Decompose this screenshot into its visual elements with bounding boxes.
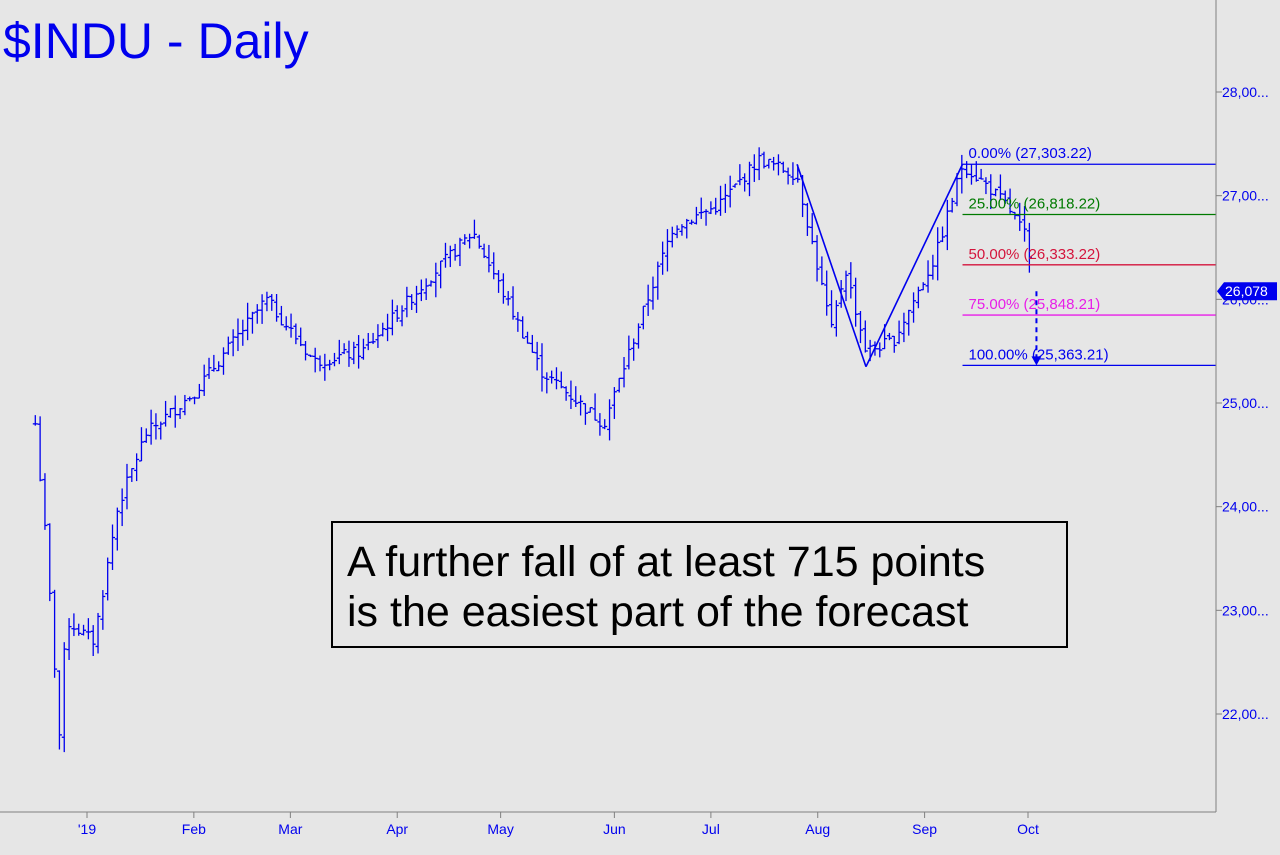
x-tick-label: Aug: [805, 821, 830, 837]
projection-arrowhead: [1031, 356, 1042, 366]
x-tick-label: Jul: [702, 821, 720, 837]
y-axis-ticks: 22,00...23,00...24,00...25,00...26,00...…: [1216, 84, 1269, 722]
abc-pattern-lines: [796, 163, 964, 368]
x-tick-label: Sep: [912, 821, 937, 837]
x-tick-label: '19: [78, 821, 96, 837]
abc-leg-line: [796, 163, 867, 367]
y-tick-label: 24,00...: [1222, 499, 1269, 515]
x-tick-label: Jun: [603, 821, 626, 837]
abc-leg-line: [865, 163, 964, 368]
forecast-callout: A further fall of at least 715 points is…: [331, 521, 1068, 648]
retracement-label: 25.00% (26,818.22): [969, 196, 1101, 213]
y-tick-label: 28,00...: [1222, 84, 1269, 100]
last-price-tag: 26,078: [1217, 282, 1277, 301]
retracement-label: 75.00% (25,848.21): [969, 296, 1101, 313]
chart-axes: [0, 0, 1217, 813]
retracement-label: 50.00% (26,333.22): [969, 246, 1101, 263]
last-price-tag-label: 26,078: [1225, 283, 1268, 299]
retracement-label: 100.00% (25,363.21): [969, 346, 1109, 363]
x-tick-label: Feb: [182, 821, 206, 837]
retracement-label: 0.00% (27,303.22): [969, 145, 1092, 162]
y-tick-label: 22,00...: [1222, 706, 1269, 722]
x-tick-label: Apr: [386, 821, 408, 837]
y-tick-label: 23,00...: [1222, 602, 1269, 618]
y-tick-label: 27,00...: [1222, 188, 1269, 204]
projection-arrow: [1031, 291, 1042, 366]
last-price-tag-box: [1217, 282, 1277, 301]
x-tick-label: Mar: [278, 821, 302, 837]
x-axis-months: '19 Feb Mar Apr May Jun Jul Aug Sep Oct: [78, 812, 1039, 837]
chart-title: $INDU - Daily: [3, 13, 309, 69]
x-tick-label: Oct: [1017, 821, 1039, 837]
callout-line-2: is the easiest part of the forecast: [347, 588, 969, 636]
price-bars: [32, 147, 1032, 753]
retracement-levels: 0.00% (27,303.22) 25.00% (26,818.22) 50.00…: [962, 145, 1216, 366]
x-tick-label: May: [487, 821, 513, 837]
y-tick-label: 25,00...: [1222, 395, 1269, 411]
callout-line-1: A further fall of at least 715 points: [347, 538, 986, 586]
